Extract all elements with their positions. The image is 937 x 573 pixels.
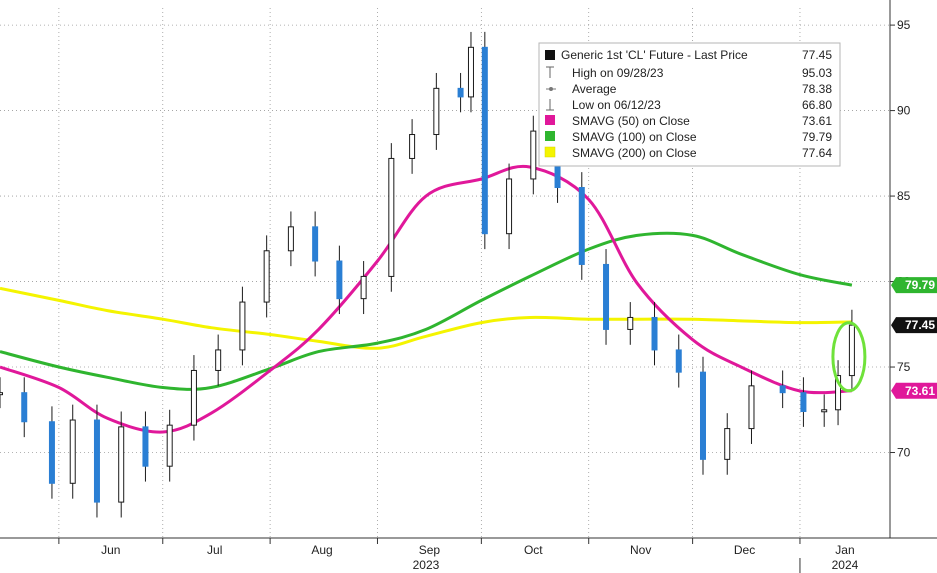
price-candle: [21, 392, 28, 423]
series-line-0: [0, 286, 852, 350]
price-candle: [821, 409, 828, 413]
legend-row-label: Average: [572, 82, 617, 96]
price-candle: [433, 87, 440, 136]
y-tick-label: 85: [897, 189, 911, 203]
price-candle: [506, 178, 513, 235]
x-tick-label: Jul: [207, 543, 222, 557]
price-candle: [312, 226, 319, 262]
legend-title-value: 77.45: [802, 48, 832, 62]
x-tick-label: Sep: [419, 543, 441, 557]
price-candle: [190, 369, 197, 426]
price-candle: [724, 428, 731, 460]
price-candle: [360, 275, 367, 300]
price-candle: [215, 349, 222, 371]
x-year-label: 2024: [832, 558, 859, 572]
series-line-1: [0, 231, 853, 391]
x-tick-label: Dec: [734, 543, 755, 557]
last-price-swatch: [545, 50, 555, 60]
price-candle: [388, 157, 395, 277]
legend-row-value: 77.64: [802, 146, 832, 160]
price-candle: [409, 134, 416, 159]
price-candle: [166, 424, 173, 467]
price-candle: [835, 375, 842, 411]
series-layer: [0, 31, 855, 518]
y-tick-label: 95: [897, 18, 911, 32]
legend-box: [538, 42, 841, 167]
price-candle: [603, 263, 610, 330]
price-candle: [336, 260, 343, 300]
legend-row-label: High on 09/28/23: [572, 66, 664, 80]
price-candle: [118, 426, 125, 503]
x-tick-label: Jun: [101, 543, 120, 557]
x-tick-label: Oct: [524, 543, 543, 557]
value-badge: [891, 317, 937, 334]
price-candle: [578, 187, 585, 265]
price-candle: [263, 250, 270, 303]
price-candle: [239, 301, 246, 351]
price-candle: [800, 392, 807, 412]
price-candle: [467, 46, 474, 98]
value-badge-label: 79.79: [905, 278, 935, 292]
value-badge: [891, 382, 937, 399]
x-year-label: 2023: [413, 558, 440, 572]
price-candle: [0, 392, 3, 396]
price-candle: [627, 316, 634, 330]
price-candle: [675, 349, 682, 373]
highlight-ellipse: [831, 321, 867, 393]
y-tick-label: 75: [897, 360, 911, 374]
legend-row-label: SMAVG (200) on Close: [572, 146, 697, 160]
price-candle: [457, 87, 464, 98]
price-candle: [69, 419, 76, 484]
low-icon: [546, 99, 554, 111]
legend-row-value: 79.79: [802, 130, 832, 144]
price-candle: [48, 421, 55, 484]
y-tick-label: 90: [897, 104, 911, 118]
price-candle: [142, 426, 149, 467]
legend-row-label: Low on 06/12/23: [572, 98, 661, 112]
price-candle: [287, 226, 294, 252]
price-candle: [93, 419, 100, 503]
sma200-swatch: [544, 146, 556, 158]
legend-row-label: SMAVG (50) on Close: [572, 114, 690, 128]
highlight-layer: [831, 321, 867, 393]
x-tick-label: Aug: [311, 543, 332, 557]
sma50-swatch: [545, 115, 555, 125]
average-icon: [546, 87, 556, 91]
value-badges: 79.79 77.45 73.61: [891, 277, 937, 399]
price-candle: [481, 46, 488, 235]
price-candle: [651, 316, 658, 351]
y-tick-label: 70: [897, 446, 911, 460]
price-candle: [848, 324, 855, 377]
value-badge: [891, 277, 937, 294]
series-line-2: [0, 164, 852, 434]
price-candle: [779, 385, 786, 394]
price-candle: [530, 130, 537, 180]
legend: Generic 1st 'CL' Future - Last Price 77.…: [538, 42, 841, 167]
price-candle: [748, 385, 755, 430]
price-candle: [699, 371, 706, 460]
high-icon: [546, 66, 554, 78]
legend-row-label: SMAVG (100) on Close: [572, 130, 697, 144]
legend-row-value: 95.03: [802, 66, 832, 80]
x-tick-label: Jan: [835, 543, 854, 557]
value-badge-label: 73.61: [905, 384, 935, 398]
sma100-swatch: [545, 131, 555, 141]
value-badge-label: 77.45: [905, 318, 935, 332]
legend-row-value: 73.61: [802, 114, 832, 128]
legend-row-value: 66.80: [802, 98, 832, 112]
legend-title-label: Generic 1st 'CL' Future - Last Price: [561, 48, 748, 62]
x-tick-label: Nov: [630, 543, 651, 557]
legend-row-value: 78.38: [802, 82, 832, 96]
